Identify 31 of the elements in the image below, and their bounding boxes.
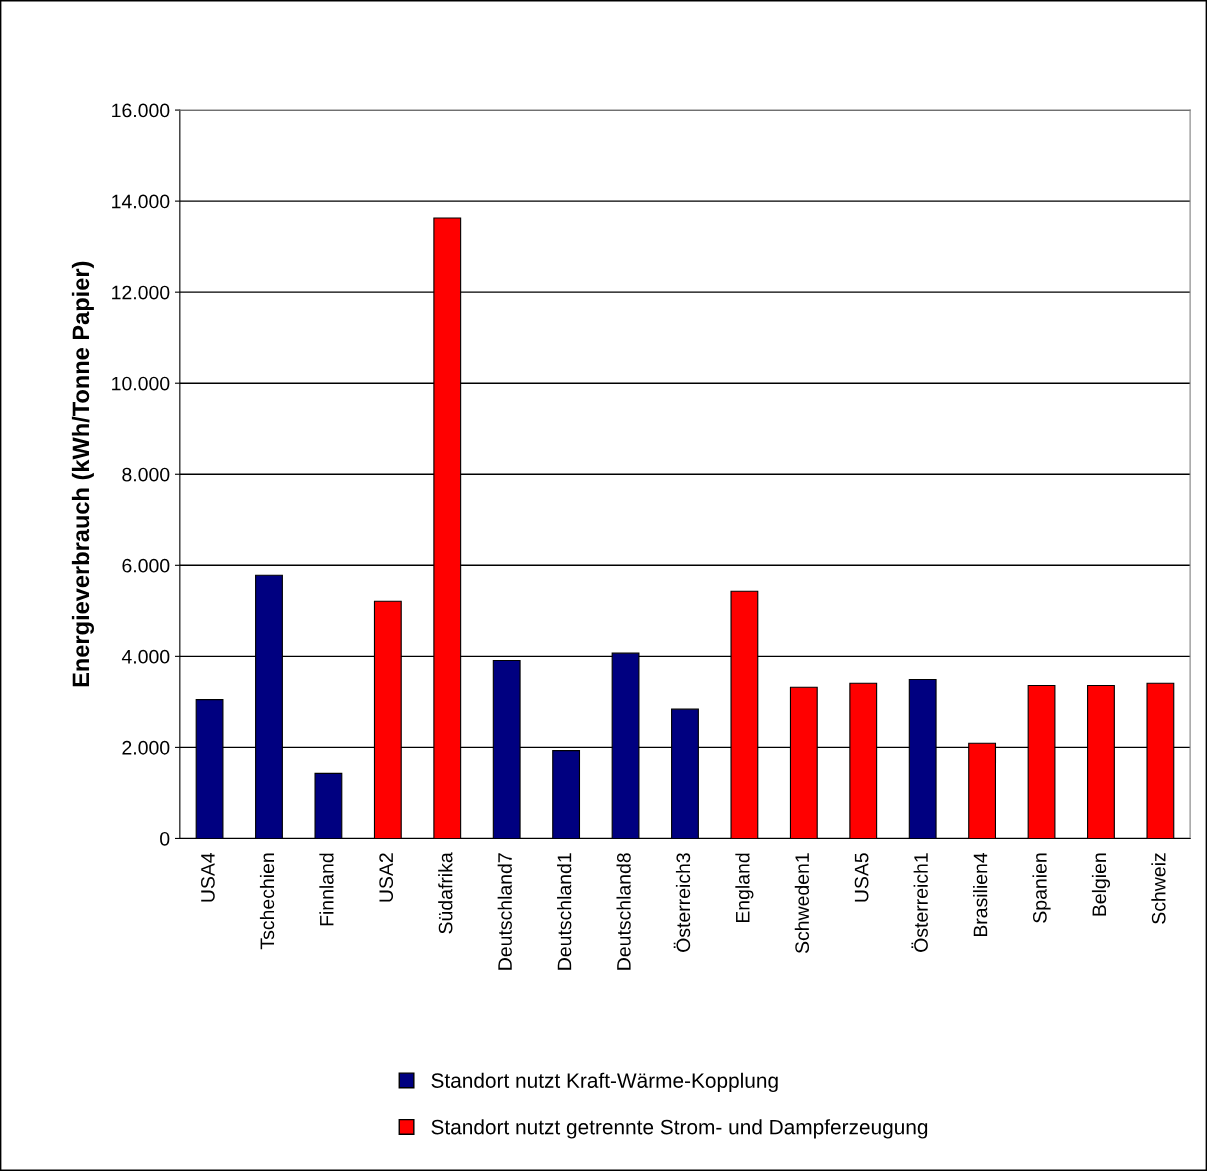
x-tick-label: Schweiz xyxy=(1151,853,1166,924)
legend-label: Standort nutzt Kraft-Wärme-Kopplung xyxy=(431,1072,778,1093)
x-tick-label: USA4 xyxy=(201,852,215,902)
x-tick-label: Deutschland1 xyxy=(557,853,572,970)
x-tick-label: Brasilien4 xyxy=(973,852,988,937)
x-tick-label: Spanien xyxy=(1032,853,1051,923)
bar xyxy=(552,750,581,839)
y-tick-label: 14.000 xyxy=(112,194,170,209)
x-tick-label: Schweden1 xyxy=(794,853,810,954)
y-tick-label: 0 xyxy=(160,831,170,846)
x-tick-label: England xyxy=(735,853,754,923)
y-tick-label: 6.000 xyxy=(122,558,170,573)
x-tick-label: Südafrika xyxy=(438,852,453,934)
x-tick-label: Finnland xyxy=(319,853,334,926)
y-tick-label: 8.000 xyxy=(122,467,170,482)
x-tick-label: Belgien xyxy=(1091,853,1111,916)
x-tick-label: Tschechien xyxy=(259,853,275,950)
y-tick-label: 4.000 xyxy=(121,649,170,664)
y-axis-title: Energieverbrauch (kWh/Tonne Papier) xyxy=(71,261,94,687)
x-tick-label: Deutschland7 xyxy=(497,853,512,970)
x-tick-label: USA5 xyxy=(854,853,869,902)
bar xyxy=(314,772,343,839)
x-tick-label: USA2 xyxy=(379,853,394,902)
y-tick-label: 12.000 xyxy=(112,285,170,300)
y-tick-label: 10.000 xyxy=(112,376,170,391)
x-tick-label: Deutschland8 xyxy=(616,853,631,970)
legend-label: Standort nutzt getrennte Strom- und Dampferzeugung xyxy=(431,1119,928,1139)
x-tick-label: Österreich3 xyxy=(673,853,691,952)
y-tick-label: 2.000 xyxy=(122,740,170,755)
x-tick-label: Österreich1 xyxy=(911,853,928,952)
y-tick-label: 16.000 xyxy=(112,103,170,118)
